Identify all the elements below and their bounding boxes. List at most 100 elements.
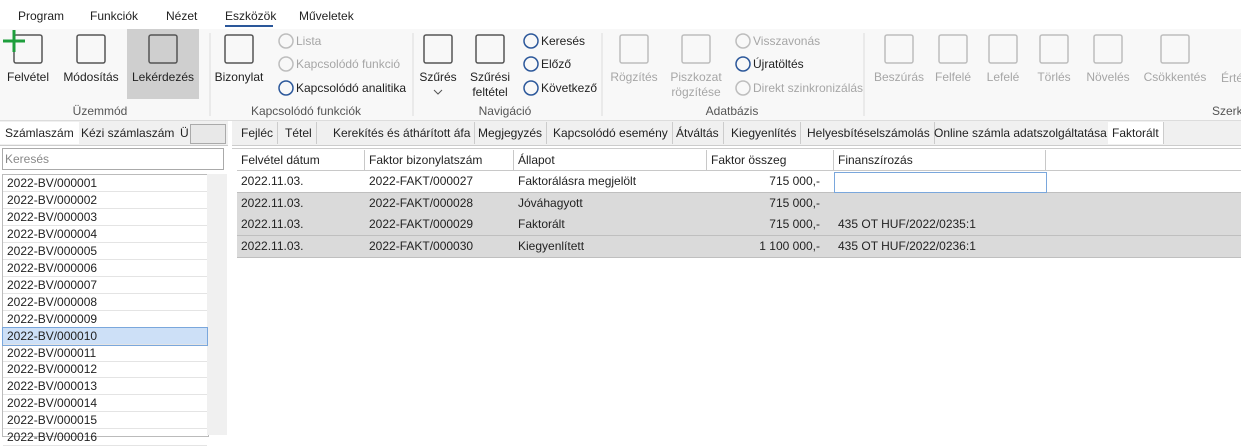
table-cell[interactable]: 1 100 000,- [759, 239, 820, 253]
table-cell[interactable]: 715 000,- [769, 174, 820, 188]
detail-tab[interactable]: Fejléc [237, 122, 279, 144]
list-item[interactable]: 2022-BV/000002 [3, 192, 207, 209]
ribbon-button[interactable]: Előző [541, 57, 572, 71]
table-cell[interactable]: Faktorált [518, 217, 565, 231]
icon-part [423, 34, 453, 64]
ribbon-button[interactable]: Visszavonás [753, 34, 821, 48]
list-item[interactable]: 2022-BV/000006 [3, 260, 207, 277]
table-row[interactable] [237, 236, 1241, 258]
detail-tab[interactable]: Kapcsolódó esemény [549, 122, 673, 144]
list-item[interactable]: 2022-BV/000005 [3, 243, 207, 260]
ribbon-button[interactable]: Felfelé [934, 70, 972, 84]
ribbon-button[interactable]: Törlés [1037, 70, 1071, 84]
detail-tab[interactable]: Átváltás [672, 122, 724, 144]
detail-tabs-bg [232, 121, 1241, 146]
list-item[interactable]: 2022-BV/000012 [3, 361, 207, 379]
ribbon-button[interactable]: Kapcsolódó funkció [296, 57, 401, 71]
column-header[interactable]: Faktor bizonylatszám [365, 150, 514, 171]
list-item[interactable]: 2022-BV/000010 [2, 326, 208, 346]
table-cell[interactable]: 715 000,- [769, 196, 820, 210]
detail-tab[interactable]: Megjegyzés [474, 122, 548, 144]
menu-item[interactable]: Műveletek [299, 9, 354, 23]
list-item[interactable]: 2022-BV/000001 [3, 175, 207, 192]
ribbon-button[interactable]: Szűrés [419, 70, 457, 84]
list-bg [2, 174, 209, 437]
scroll-arrow[interactable] [190, 124, 226, 144]
icon-part [884, 34, 914, 64]
table-cell[interactable]: 715 000,- [769, 217, 820, 231]
icon-part [619, 34, 649, 64]
panel-tab[interactable]: Kézi számlaszám [81, 126, 175, 140]
table-cell[interactable]: Jóváhagyott [518, 196, 583, 210]
ribbon-button[interactable]: Lista [296, 34, 322, 48]
list-item[interactable]: 2022-BV/000004 [3, 226, 207, 243]
detail-tab[interactable]: Tétel [281, 122, 317, 144]
column-header[interactable]: Finanszírozás [834, 150, 1046, 171]
detail-tab[interactable]: Kiegyenlítés [727, 122, 802, 144]
table-cell[interactable]: 2022-FAKT/000029 [369, 217, 474, 231]
detail-tab[interactable]: Faktorált [1108, 122, 1164, 144]
icon-part [523, 33, 539, 49]
detail-tab[interactable]: Online számla adatszolgáltatása [930, 122, 1112, 144]
group-label: Üzemmód [72, 104, 128, 118]
list-item[interactable]: 2022-BV/000015 [3, 412, 207, 430]
ribbon-button[interactable]: Lefelé [986, 70, 1020, 84]
list-item[interactable]: 2022-BV/000003 [3, 209, 207, 226]
detail-tab[interactable]: Helyesbítéselszámolás [803, 122, 935, 144]
panel-tab[interactable]: Számlaszám [0, 122, 79, 144]
table-cell[interactable]: 2022-FAKT/000028 [369, 196, 474, 210]
ribbon-button[interactable]: Növelés [1086, 70, 1130, 84]
ribbon-button[interactable]: Szűrési feltétel [469, 70, 510, 99]
table-cell[interactable]: 2022.11.03. [241, 174, 304, 188]
icon-part [433, 89, 443, 95]
icon-part [278, 80, 294, 96]
scrollbar[interactable] [207, 174, 227, 435]
table-cell[interactable]: 435 OT HUF/2022/0235:1 [838, 217, 976, 231]
list-item[interactable]: 2022-BV/000008 [3, 294, 207, 311]
ribbon-button[interactable]: Keresés [541, 34, 586, 48]
icon-part [13, 34, 43, 64]
ribbon-button[interactable]: Direkt szinkronizálás [753, 81, 864, 95]
table-row[interactable] [237, 171, 1241, 193]
search-box[interactable] [2, 148, 224, 170]
ribbon-button[interactable]: Módosítás [63, 70, 119, 84]
list-item[interactable]: 2022-BV/000016 [3, 429, 207, 446]
table-row[interactable] [237, 214, 1241, 236]
column-header[interactable]: Felvétel dátum [237, 150, 365, 171]
menu-item[interactable]: Program [18, 9, 65, 23]
ribbon-button[interactable]: Felvétel [6, 70, 50, 84]
table-cell[interactable]: Kiegyenlített [518, 239, 585, 253]
ribbon-button[interactable]: Lekérdezés [131, 70, 195, 84]
ribbon-button[interactable]: Piszkozat rögzítése [670, 70, 722, 99]
column-header[interactable]: Állapot [514, 150, 707, 171]
ribbon-button[interactable]: Érté [1221, 71, 1241, 85]
group-label: Navigáció [478, 104, 532, 118]
menu-item[interactable]: Eszközök [225, 9, 277, 23]
table-cell[interactable]: 2022-FAKT/000030 [369, 239, 474, 253]
list-item[interactable]: 2022-BV/000013 [3, 378, 207, 396]
icon-part [735, 56, 751, 72]
menu-item[interactable]: Nézet [166, 9, 198, 23]
table-cell[interactable]: 435 OT HUF/2022/0236:1 [838, 239, 976, 253]
ribbon-button[interactable]: Bizonylat [214, 70, 264, 84]
ribbon-button[interactable]: Beszúrás [873, 70, 925, 84]
list-item[interactable]: 2022-BV/000009 [3, 311, 207, 328]
ribbon-button[interactable]: Rögzítés [610, 70, 658, 84]
ribbon-button[interactable]: Kapcsolódó analitika [296, 81, 407, 95]
list-item[interactable]: 2022-BV/000011 [3, 345, 207, 362]
list-item[interactable]: 2022-BV/000014 [3, 395, 207, 413]
table-cell[interactable]: 2022.11.03. [241, 196, 304, 210]
ribbon-button[interactable]: Csökkentés [1143, 70, 1207, 84]
ribbon-button[interactable]: Következő [541, 81, 598, 95]
table-cell[interactable]: 2022-FAKT/000027 [369, 174, 474, 188]
icon-part [278, 33, 294, 49]
table-cell[interactable]: 2022.11.03. [241, 239, 304, 253]
detail-tab[interactable]: Kerekítés és áthárított áfa [329, 122, 476, 144]
panel-tab[interactable]: Ü [180, 126, 189, 140]
table-cell[interactable]: Faktorálásra megjelölt [518, 174, 637, 188]
ribbon-button[interactable]: Újratöltés [753, 57, 804, 71]
table-cell[interactable]: 2022.11.03. [241, 217, 304, 231]
list-item[interactable]: 2022-BV/000007 [3, 277, 207, 294]
menu-item[interactable]: Funkciók [90, 9, 139, 23]
column-header[interactable]: Faktor összeg [707, 150, 834, 171]
